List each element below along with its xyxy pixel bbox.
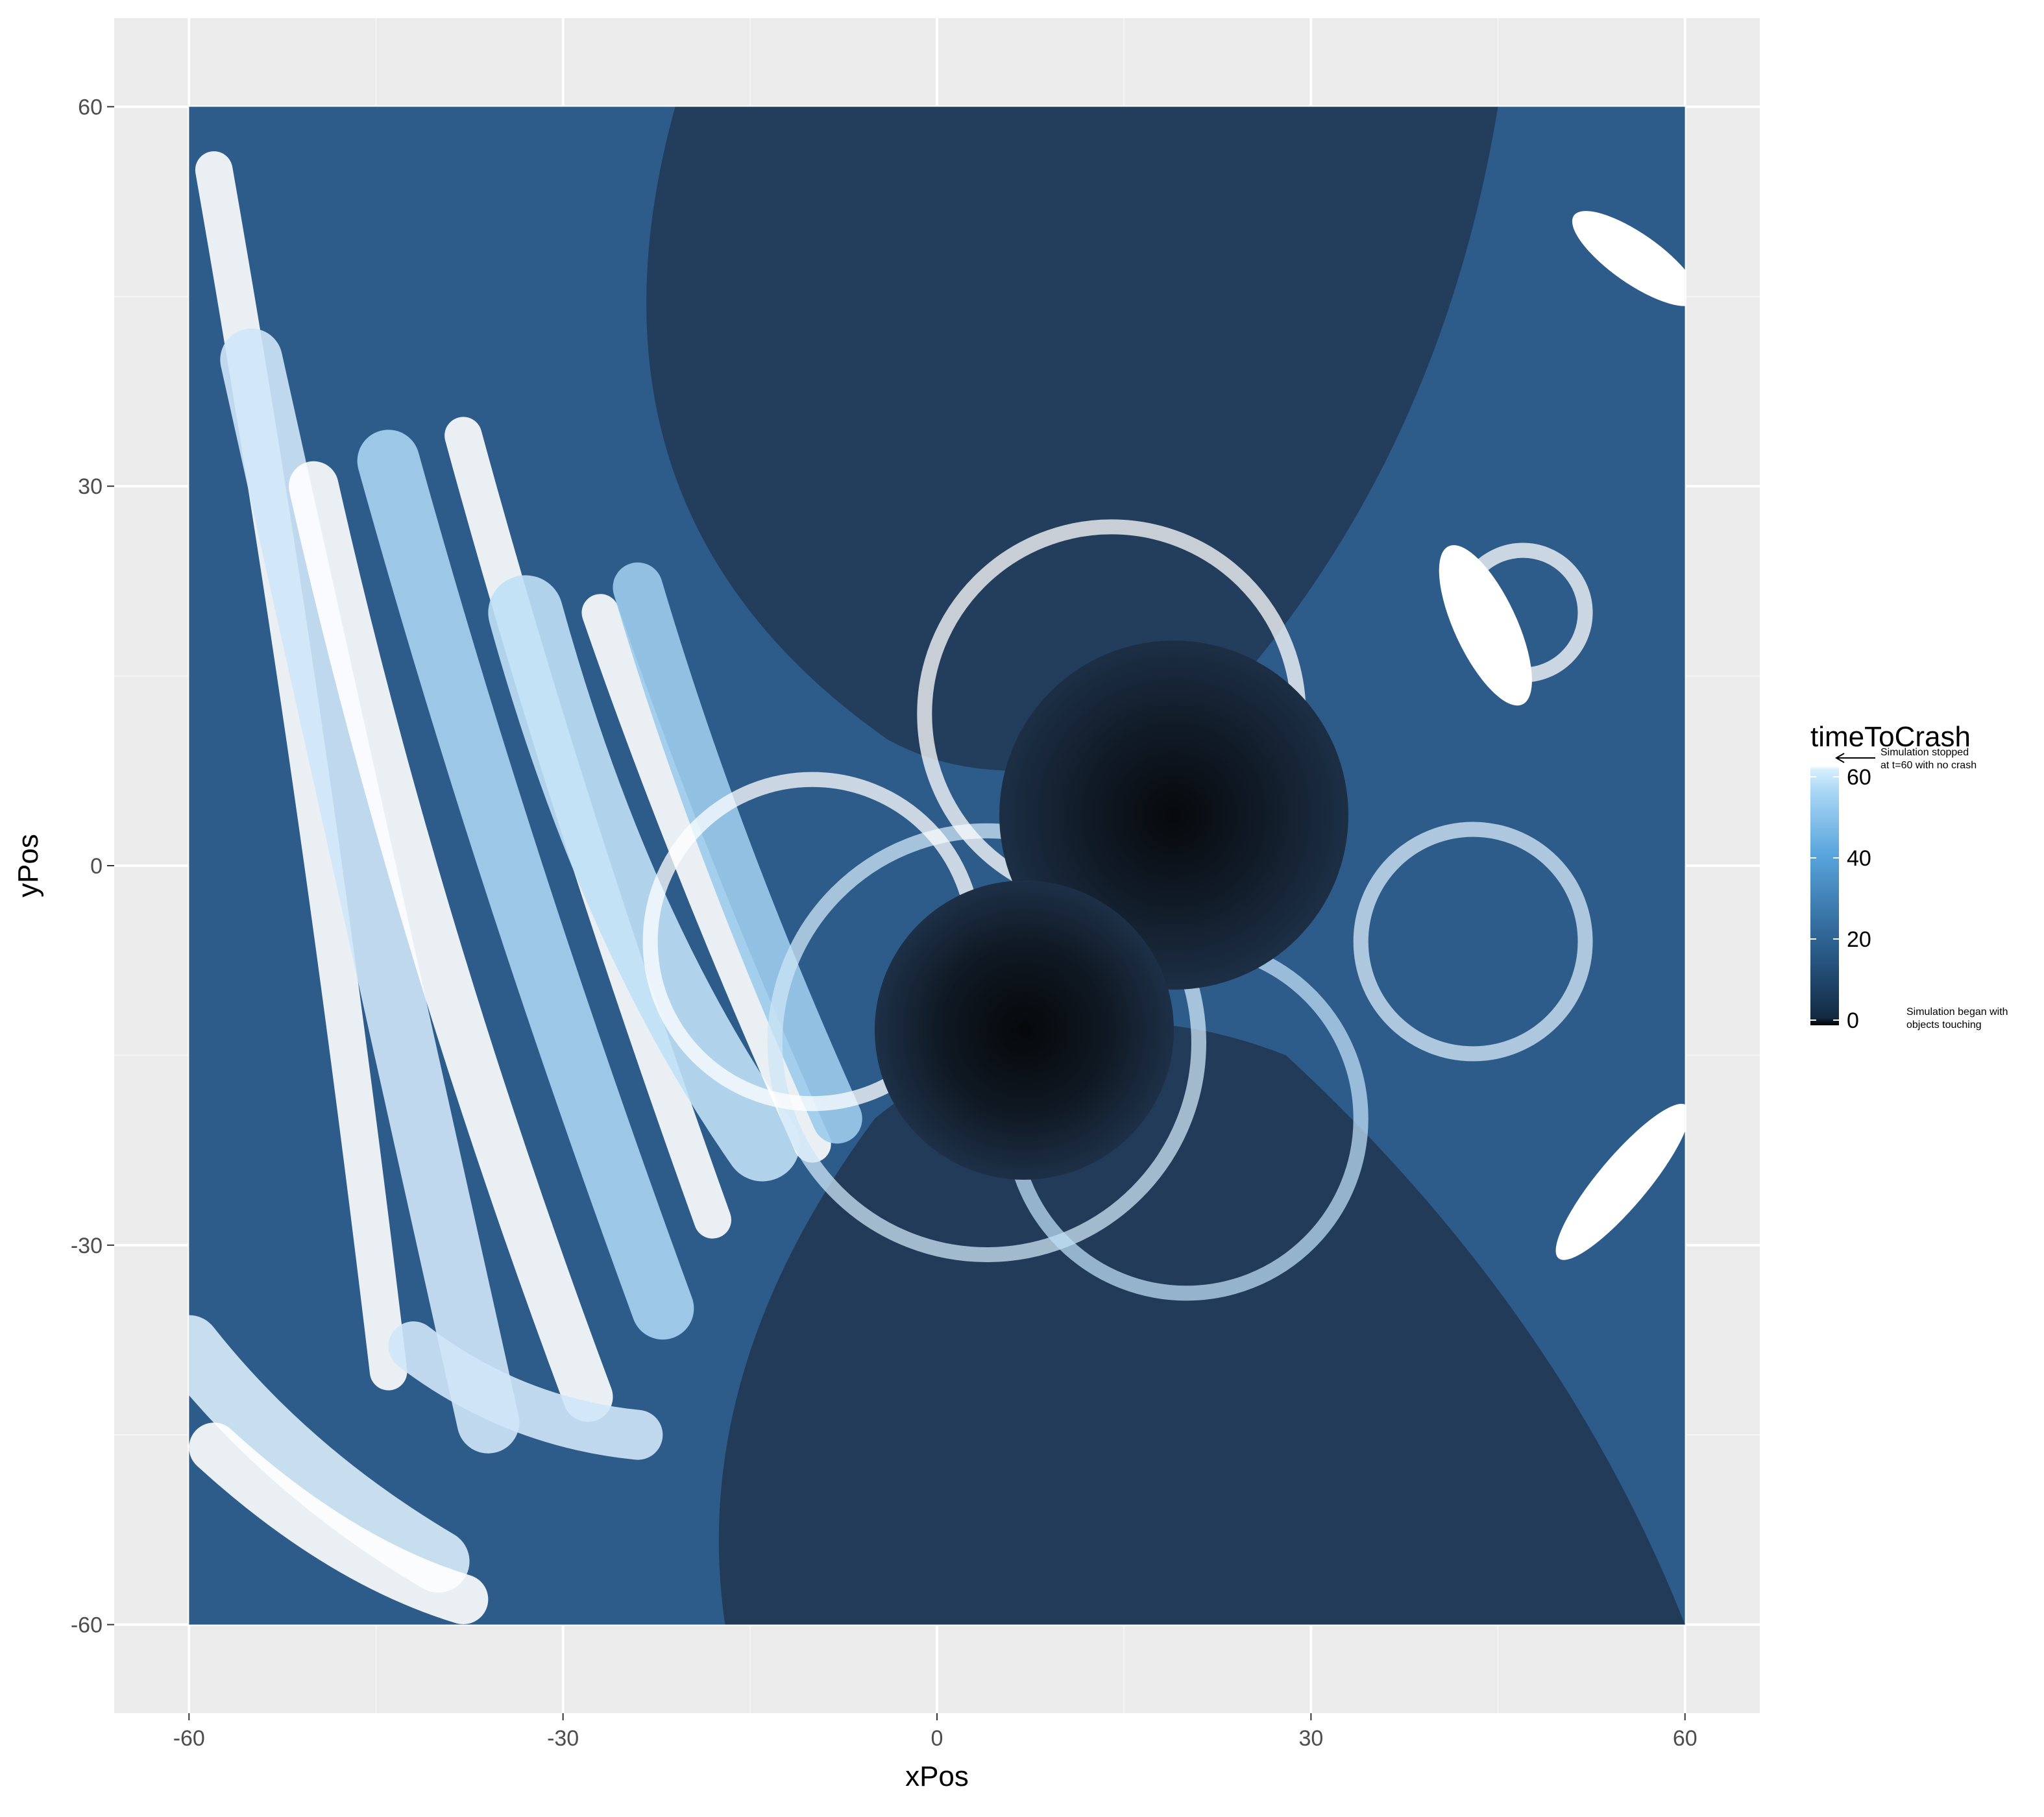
legend-note-top-line-2: at t=60 with no crash bbox=[1880, 760, 1977, 771]
legend-ticks: 0 20 40 60 bbox=[1810, 765, 1871, 1033]
legend-title: timeToCrash bbox=[1810, 721, 1971, 753]
fractal-streak bbox=[613, 562, 862, 1144]
y-axis-title: yPos bbox=[12, 834, 44, 897]
fractal-streak bbox=[288, 461, 613, 1422]
legend-tick-label: 40 bbox=[1847, 846, 1871, 871]
legend-tick-label: 20 bbox=[1847, 927, 1871, 952]
y-tick-label: 30 bbox=[78, 474, 103, 499]
fractal-streak bbox=[388, 1321, 663, 1460]
heatmap-layer bbox=[189, 106, 1685, 1625]
y-tick-label: 60 bbox=[78, 95, 103, 119]
white-lobe bbox=[1572, 211, 1685, 306]
color-legend: timeToCrash 0 20 40 60 Simulation stopped a… bbox=[1810, 721, 2008, 1033]
y-tick-label: -30 bbox=[71, 1234, 103, 1258]
fractal-streak bbox=[189, 1315, 470, 1593]
x-axis-ticks: -60 -30 0 30 60 bbox=[173, 1713, 1697, 1751]
legend-color-bar bbox=[1810, 766, 1839, 1025]
x-tick-label: 30 bbox=[1298, 1726, 1323, 1751]
y-tick-label: 0 bbox=[90, 854, 103, 879]
legend-note-top-line-1: Simulation stopped bbox=[1880, 747, 1969, 758]
x-tick-label: -60 bbox=[173, 1726, 205, 1751]
x-axis-title: xPos bbox=[905, 1761, 969, 1792]
x-tick-label: -30 bbox=[547, 1726, 579, 1751]
y-axis-ticks: -60 -30 0 30 60 bbox=[71, 95, 114, 1638]
x-tick-label: 60 bbox=[1673, 1726, 1697, 1751]
legend-annotations: Simulation stopped at t=60 with no crash… bbox=[1835, 747, 2008, 1030]
legend-note-bottom-line-2: objects touching bbox=[1906, 1019, 1982, 1030]
fractal-streak bbox=[189, 1422, 489, 1624]
fractal-ring bbox=[1353, 822, 1593, 1062]
x-tick-label: 0 bbox=[931, 1726, 943, 1751]
white-lobe bbox=[1439, 545, 1532, 706]
arrow-left-icon bbox=[1835, 753, 1875, 763]
lower-dark-region bbox=[718, 1023, 1685, 1625]
upper-dark-region bbox=[646, 106, 1498, 771]
legend-tick-label: 0 bbox=[1847, 1008, 1859, 1033]
fractal-streak bbox=[357, 430, 694, 1340]
y-tick-label: -60 bbox=[71, 1613, 103, 1638]
dark-center-body bbox=[874, 880, 1174, 1180]
legend-tick-label: 60 bbox=[1847, 765, 1871, 790]
fractal-ring bbox=[767, 823, 1206, 1263]
legend-note-bottom-line-1: Simulation began with bbox=[1906, 1006, 2008, 1018]
fractal-streak bbox=[220, 328, 520, 1454]
white-lobe bbox=[1555, 1104, 1685, 1260]
